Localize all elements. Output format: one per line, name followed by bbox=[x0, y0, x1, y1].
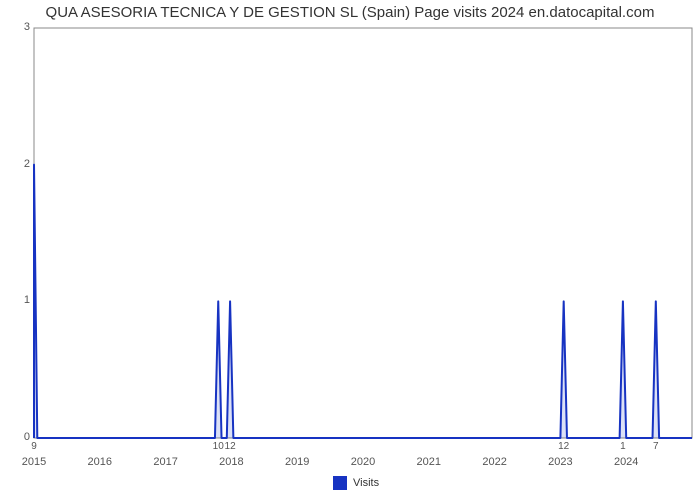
xtick-label: 2015 bbox=[22, 456, 46, 468]
chart-container: QUA ASESORIA TECNICA Y DE GESTION SL (Sp… bbox=[0, 0, 700, 500]
ytick-label: 1 bbox=[6, 294, 30, 306]
axis-group bbox=[34, 28, 692, 438]
xtick-label: 2021 bbox=[417, 456, 441, 468]
spike-label: 12 bbox=[558, 441, 569, 452]
spike-label: 9 bbox=[31, 441, 37, 452]
spike-label: 12 bbox=[225, 441, 236, 452]
spike-label: 7 bbox=[653, 441, 659, 452]
spike-label: 10 bbox=[213, 441, 224, 452]
xtick-label: 2017 bbox=[153, 456, 177, 468]
xtick-label: 2023 bbox=[548, 456, 572, 468]
ytick-label: 2 bbox=[6, 158, 30, 170]
legend-swatch bbox=[333, 476, 347, 490]
ytick-label: 0 bbox=[6, 431, 30, 443]
legend: Visits bbox=[333, 476, 379, 490]
xtick-label: 2019 bbox=[285, 456, 309, 468]
spike-label: 1 bbox=[620, 441, 626, 452]
chart-svg bbox=[0, 0, 700, 500]
xtick-label: 2016 bbox=[88, 456, 112, 468]
xtick-label: 2022 bbox=[482, 456, 506, 468]
xtick-label: 2024 bbox=[614, 456, 638, 468]
legend-label: Visits bbox=[353, 477, 379, 489]
ytick-label: 3 bbox=[6, 21, 30, 33]
xtick-label: 2020 bbox=[351, 456, 375, 468]
xtick-label: 2018 bbox=[219, 456, 243, 468]
